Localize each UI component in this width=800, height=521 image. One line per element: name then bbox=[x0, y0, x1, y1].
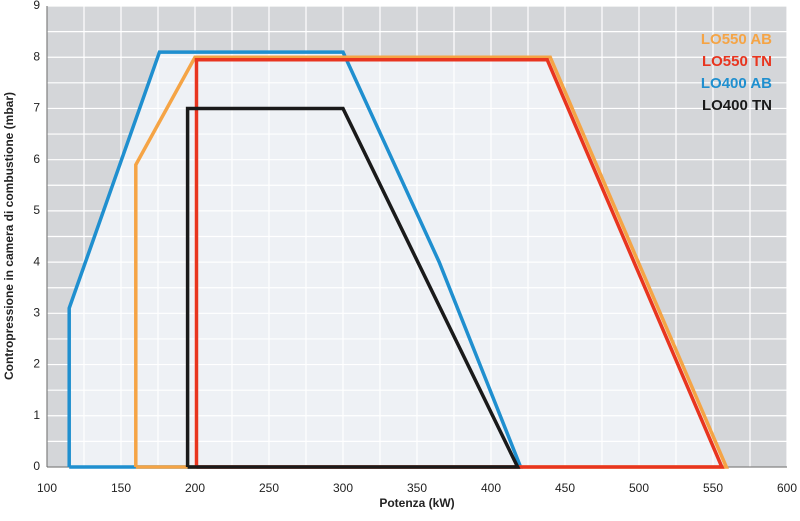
series-line bbox=[194, 58, 725, 469]
legend-label: LO550 AB bbox=[701, 31, 772, 48]
x-tick-label: 350 bbox=[407, 481, 427, 495]
y-axis-title: Contropressione in camera di combustione… bbox=[2, 92, 16, 380]
x-axis-title: Potenza (kW) bbox=[379, 496, 454, 510]
x-tick-label: 400 bbox=[481, 481, 501, 495]
x-tick-label: 150 bbox=[111, 481, 131, 495]
series-line bbox=[185, 106, 521, 469]
y-tick-label: 1 bbox=[33, 408, 40, 422]
y-tick-label: 5 bbox=[33, 203, 40, 217]
x-tick-label: 300 bbox=[333, 481, 353, 495]
legend-label: LO550 TN bbox=[702, 53, 772, 70]
legend-label: LO400 TN bbox=[702, 97, 772, 114]
y-tick-label: 8 bbox=[33, 49, 40, 63]
x-tick-label: 550 bbox=[703, 481, 723, 495]
x-tick-label: 500 bbox=[629, 481, 649, 495]
y-tick-label: 0 bbox=[33, 459, 40, 473]
x-tick-label: 100 bbox=[37, 481, 57, 495]
legend-label: LO400 AB bbox=[701, 75, 772, 92]
x-tick-label: 600 bbox=[777, 481, 797, 495]
y-tick-label: 9 bbox=[33, 0, 40, 12]
y-tick-label: 3 bbox=[33, 306, 40, 320]
y-tick-label: 7 bbox=[33, 101, 40, 115]
y-tick-label: 2 bbox=[33, 357, 40, 371]
x-tick-label: 250 bbox=[259, 481, 279, 495]
y-tick-label: 6 bbox=[33, 152, 40, 166]
x-tick-label: 200 bbox=[185, 481, 205, 495]
x-tick-label: 450 bbox=[555, 481, 575, 495]
y-tick-label: 4 bbox=[33, 254, 40, 268]
